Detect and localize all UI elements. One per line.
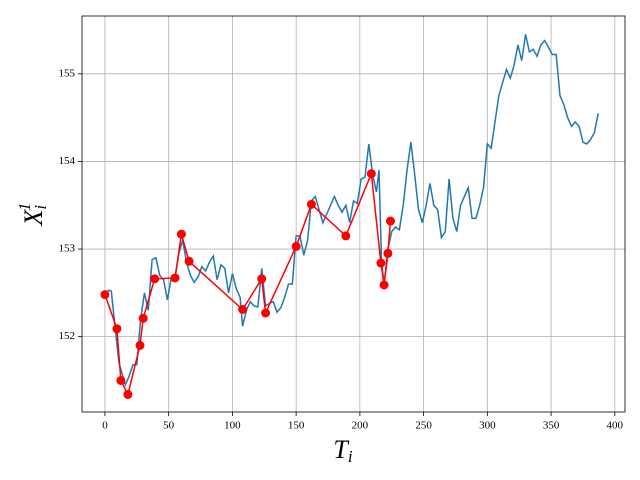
data-point [135,340,145,350]
data-point [257,274,267,284]
x-label-main: T [333,435,349,464]
data-point [376,258,386,268]
x-axis-label: Ti [333,435,352,466]
data-point [238,304,248,314]
y-label-superscript: 1 [15,202,34,211]
data-point [138,313,148,323]
data-point [385,216,395,226]
y-tick-label: 154 [59,155,76,167]
data-point [116,375,126,385]
data-line [104,173,392,397]
data-point [170,273,180,283]
data-point [150,274,160,284]
x-tick-label: 100 [224,420,241,432]
data-point [176,229,186,239]
x-tick-label: 50 [163,420,175,432]
y-tick-label: 155 [59,67,76,79]
x-tick-label: 150 [288,420,305,432]
x-tick-label: 300 [479,420,496,432]
data-point [100,290,110,300]
y-tick-label: 153 [59,243,76,255]
y-axis-label-group: Xi1 [15,202,50,226]
data-point [184,256,194,266]
x-tick-label: 200 [352,420,369,432]
data-line [104,34,599,388]
x-tick-label: 350 [543,420,560,432]
data-point [112,324,122,334]
data-point [341,231,351,241]
y-label-subscript: i [31,205,50,210]
data-point [291,241,301,251]
data-point [306,199,316,209]
data-point [123,389,133,399]
data-point [383,248,393,258]
data-point [366,169,376,179]
x-tick-label: 0 [102,420,108,432]
data-point [261,308,271,318]
y-tick-label: 152 [59,330,76,342]
plot-frame [81,15,626,413]
y-axis-label: Xi1 [15,202,50,226]
y-label-main: X [19,209,48,227]
x-tick-label: 250 [415,420,432,432]
x-tick-label: 400 [607,420,624,432]
data-point [379,280,389,290]
x-label-subscript: i [348,447,353,466]
